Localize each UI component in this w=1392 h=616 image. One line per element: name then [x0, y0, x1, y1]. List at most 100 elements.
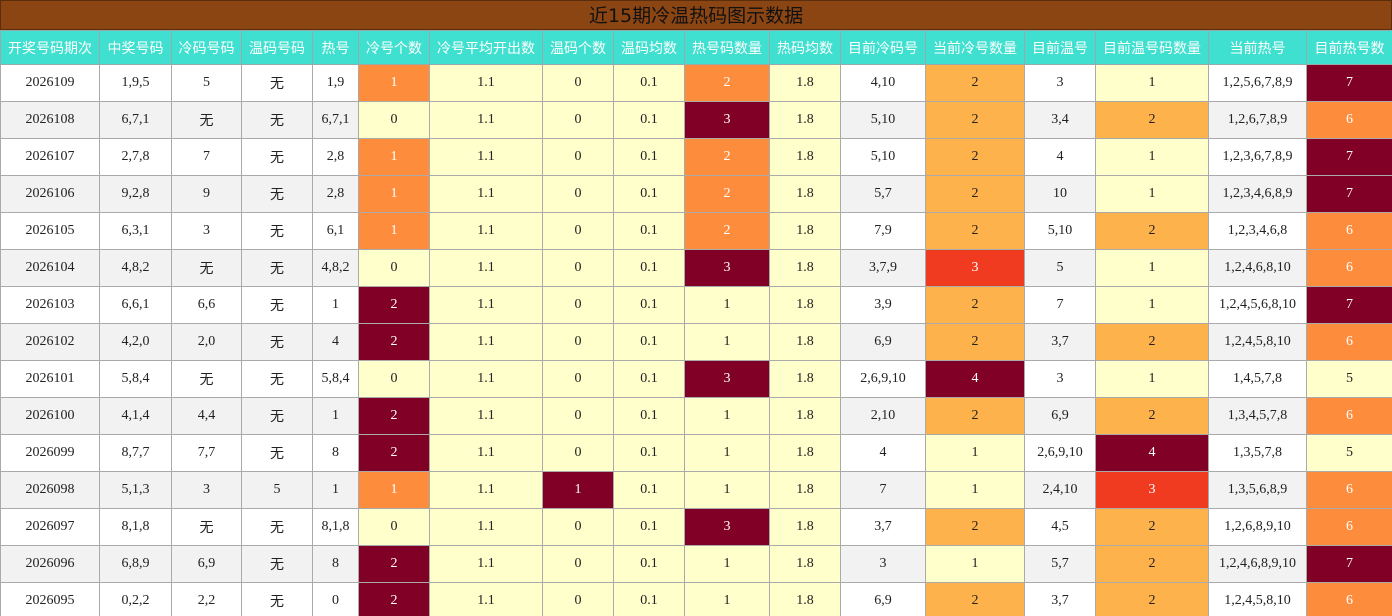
table-cell: 1.8 — [769, 360, 841, 398]
table-cell: 3 — [684, 249, 770, 287]
table-cell: 2026106 — [0, 175, 100, 213]
table-cell: 5 — [241, 471, 313, 509]
table-cell: 7 — [1306, 545, 1392, 583]
table-cell: 2,2 — [171, 582, 242, 616]
table-row: 2026106 9,2,8 9 无 2,8 1 1.1 0 0.1 2 1.8 5,7 2 10 1 1,2,… — [0, 175, 1392, 213]
table-cell: 3,7 — [1024, 582, 1096, 616]
table-cell: 1,2,6,7,8,9 — [1208, 101, 1307, 139]
table-cell: 6,6 — [171, 286, 242, 324]
table-row: 2026097 8,1,8 无无 8,1,8 0 1.1 0 0.1 3 1.8 3,7 2 4,5 2 1… — [0, 508, 1392, 546]
table-cell: 1 — [1095, 175, 1209, 213]
table-cell: 1.1 — [429, 582, 543, 616]
table-cell: 0 — [542, 64, 614, 102]
table-cell: 2 — [1095, 101, 1209, 139]
table-cell: 7 — [1306, 286, 1392, 324]
table-cell: 1 — [1095, 138, 1209, 176]
data-table: 开奖号码期次 中奖号码 冷码号码 温码号码 热号 冷号个数 冷号平均开出数 温码个数 温码均数热… — [0, 30, 1392, 616]
table-cell: 3,7 — [1024, 323, 1096, 361]
table-cell: 1,9 — [312, 64, 359, 102]
table-cell: 0.1 — [613, 582, 685, 616]
table-cell: 3 — [171, 471, 242, 509]
table-cell: 0.1 — [613, 471, 685, 509]
table-row: 2026107 2,7,8 7 无 2,8 1 1.1 0 0.1 2 1.8 5,10 2 4 1 1,2,… — [0, 138, 1392, 176]
column-header: 冷码号码 — [171, 30, 242, 65]
table-cell: 4,5 — [1024, 508, 1096, 546]
table-cell: 0 — [312, 582, 359, 616]
table-cell: 9,2,8 — [99, 175, 172, 213]
table-cell: 6 — [1306, 323, 1392, 361]
table-cell: 5,10 — [840, 138, 926, 176]
table-cell: 3 — [171, 212, 242, 250]
table-cell: 2 — [358, 582, 430, 616]
table-cell: 1.1 — [429, 64, 543, 102]
table-body: 2026109 1,9,5 5 无 1,9 1 1.1 0 0.1 2 1.8 4,10 2 3 1 1,2,… — [0, 64, 1392, 616]
table-cell: 1,9,5 — [99, 64, 172, 102]
table-cell: 5,10 — [1024, 212, 1096, 250]
table-cell: 6 — [1306, 397, 1392, 435]
table-cell: 5 — [1306, 360, 1392, 398]
table-cell: 无 — [241, 545, 313, 583]
table-cell: 6,9 — [171, 545, 242, 583]
table-cell: 1.8 — [769, 323, 841, 361]
table-cell: 2026103 — [0, 286, 100, 324]
table-cell: 1 — [358, 175, 430, 213]
table-cell: 无 — [241, 64, 313, 102]
table-cell: 无 — [171, 101, 242, 139]
table-cell: 1 — [684, 434, 770, 472]
table-cell: 0.1 — [613, 286, 685, 324]
table-cell: 3,7 — [840, 508, 926, 546]
table-cell: 3,4 — [1024, 101, 1096, 139]
table-cell: 3 — [684, 101, 770, 139]
table-cell: 2026095 — [0, 582, 100, 616]
table-row: 2026104 4,8,2 无无 4,8,2 0 1.1 0 0.1 3 1.8 3,7,9 3 5 1 1… — [0, 249, 1392, 287]
table-cell: 6,7,1 — [99, 101, 172, 139]
column-header: 中奖号码 — [99, 30, 172, 65]
table-cell: 0.1 — [613, 360, 685, 398]
table-cell: 4 — [840, 434, 926, 472]
column-header: 目前温号 — [1024, 30, 1096, 65]
table-cell: 6,8,9 — [99, 545, 172, 583]
table-cell: 1.8 — [769, 212, 841, 250]
table-cell: 1,2,5,6,7,8,9 — [1208, 64, 1307, 102]
table-cell: 7 — [1024, 286, 1096, 324]
table-cell: 0 — [542, 175, 614, 213]
table-cell: 1 — [925, 471, 1025, 509]
table-cell: 2 — [925, 138, 1025, 176]
table-cell: 2,8 — [312, 175, 359, 213]
table-cell: 0 — [542, 582, 614, 616]
table-cell: 6 — [1306, 212, 1392, 250]
table-cell: 无 — [241, 397, 313, 435]
table-cell: 2 — [684, 64, 770, 102]
table-row: 2026102 4,2,0 2,0 无 4 2 1.1 0 0.1 1 1.8 6,9 2 3,7 2 1,2… — [0, 323, 1392, 361]
table-row: 2026096 6,8,9 6,9 无 8 2 1.1 0 0.1 1 1.8 3 1 5,7 2 1,2,4… — [0, 545, 1392, 583]
table-cell: 2 — [925, 323, 1025, 361]
table-cell: 1 — [358, 138, 430, 176]
table-cell: 2,0 — [171, 323, 242, 361]
table-cell: 0.1 — [613, 508, 685, 546]
column-header: 目前冷码号 — [840, 30, 926, 65]
column-header: 当前热号 — [1208, 30, 1307, 65]
table-cell: 2 — [1095, 545, 1209, 583]
table-cell: 2,6,9,10 — [1024, 434, 1096, 472]
table-cell: 4,8,2 — [99, 249, 172, 287]
table-cell: 2026097 — [0, 508, 100, 546]
table-cell: 7,7 — [171, 434, 242, 472]
table-cell: 1.8 — [769, 582, 841, 616]
table-cell: 4 — [925, 360, 1025, 398]
table-cell: 5 — [1306, 434, 1392, 472]
table-cell: 0.1 — [613, 249, 685, 287]
table-cell: 2026100 — [0, 397, 100, 435]
column-header: 热码均数 — [769, 30, 841, 65]
table-cell: 5 — [1024, 249, 1096, 287]
column-header: 温码均数 — [613, 30, 685, 65]
table-cell: 1 — [358, 212, 430, 250]
table-cell: 无 — [241, 582, 313, 616]
column-header: 热号码数量 — [684, 30, 770, 65]
table-row: 2026099 8,7,7 7,7 无 8 2 1.1 0 0.1 1 1.8 4 1 2,6,9,10 4… — [0, 434, 1392, 472]
table-cell: 3,7,9 — [840, 249, 926, 287]
table-cell: 4 — [1024, 138, 1096, 176]
table-cell: 4,2,0 — [99, 323, 172, 361]
table-cell: 1.1 — [429, 101, 543, 139]
table-cell: 2 — [925, 101, 1025, 139]
table-cell: 2 — [925, 212, 1025, 250]
